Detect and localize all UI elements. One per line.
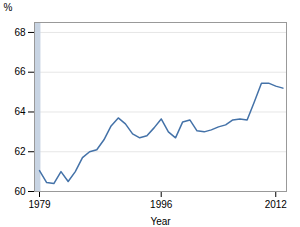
svg-text:66: 66 (14, 66, 26, 77)
svg-text:1979: 1979 (28, 199, 51, 210)
svg-text:62: 62 (14, 146, 26, 157)
svg-text:2012: 2012 (265, 199, 288, 210)
svg-text:%: % (4, 2, 13, 13)
svg-text:68: 68 (14, 27, 26, 38)
svg-text:Year: Year (150, 216, 171, 227)
svg-text:60: 60 (14, 186, 26, 197)
svg-text:1996: 1996 (150, 199, 173, 210)
svg-text:64: 64 (14, 106, 26, 117)
